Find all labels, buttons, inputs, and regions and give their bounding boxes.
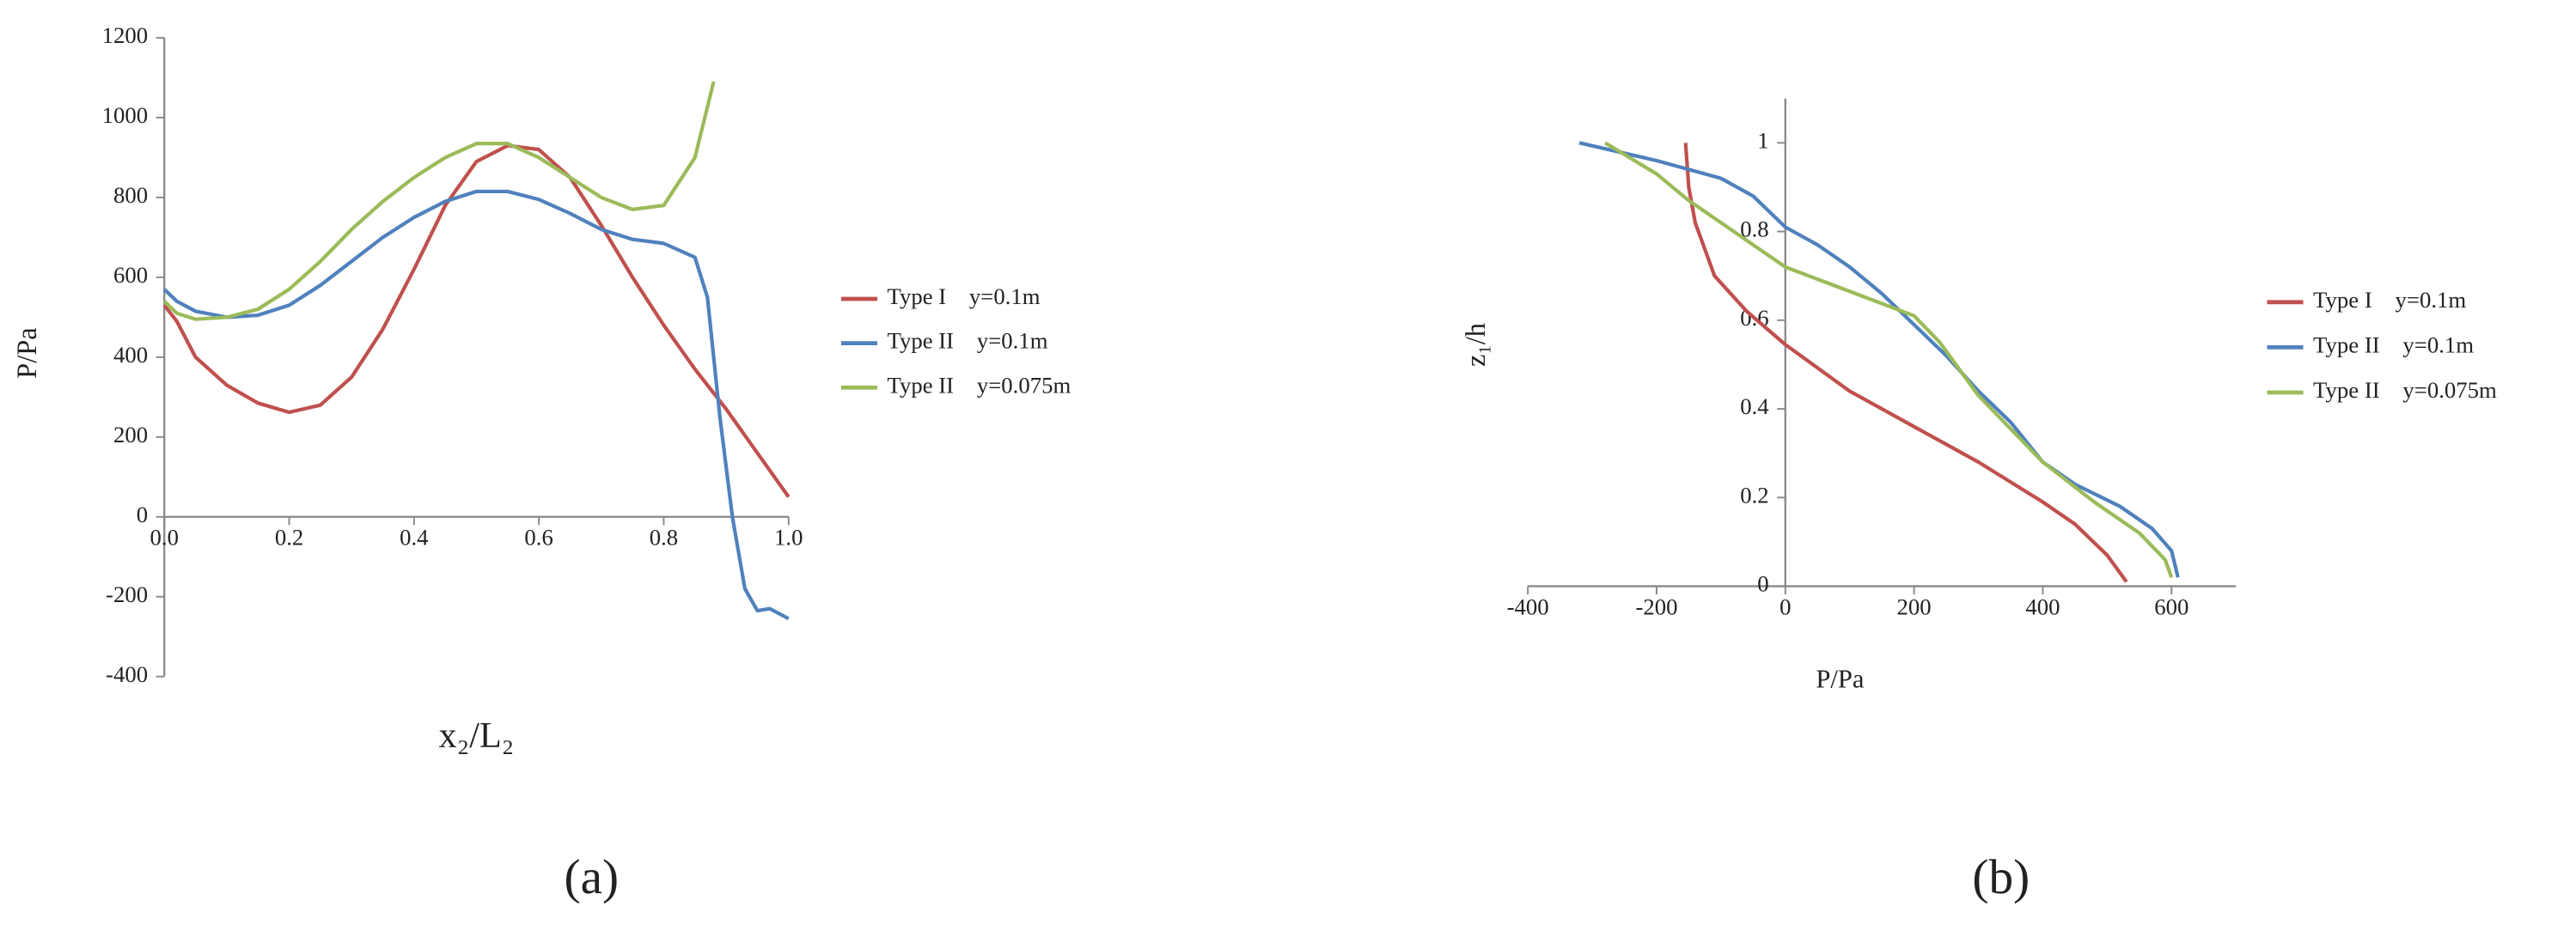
series-line	[162, 189, 790, 621]
legend-label: Type I y=0.1m	[2313, 287, 2466, 313]
y-tick-label: 1000	[102, 102, 149, 128]
legend-label: Type II y=0.075m	[887, 372, 1071, 398]
panel-label: (a)	[565, 850, 620, 904]
y-tick-label: 0.4	[1740, 393, 1768, 419]
x-tick-label: 200	[1897, 593, 1932, 619]
x-tick-label: 1.0	[774, 525, 803, 551]
x-axis-label: x₂/L₂	[439, 716, 515, 756]
legend-label: Type II y=0.075m	[2313, 377, 2497, 403]
y-tick-label: 800	[113, 182, 148, 208]
x-tick-label: 0.6	[524, 525, 552, 551]
y-tick-label: 1	[1757, 127, 1768, 153]
x-tick-label: -400	[1507, 593, 1549, 619]
x-axis-label: P/Pa	[1816, 664, 1865, 693]
y-tick-label: 200	[113, 422, 148, 447]
legend-label: Type II y=0.1m	[887, 328, 1047, 354]
x-tick-label: -200	[1635, 593, 1677, 619]
y-axis-label: z₁/h	[1461, 323, 1492, 367]
y-tick-label: -200	[106, 581, 148, 607]
x-tick-label: 600	[2154, 593, 2188, 619]
legend-label: Type I y=0.1m	[887, 283, 1040, 309]
panel-label: (b)	[1972, 850, 2030, 904]
series-line	[1683, 143, 2128, 583]
x-tick-label: 0	[1779, 593, 1791, 619]
y-tick-label: -400	[106, 661, 148, 687]
series-line	[1578, 141, 2180, 578]
x-tick-label: 0.2	[275, 525, 303, 551]
series-line	[162, 81, 716, 321]
y-tick-label: 0	[137, 502, 148, 527]
x-tick-label: 400	[2025, 593, 2060, 619]
y-tick-label: 0	[1757, 571, 1768, 597]
x-tick-label: 0.4	[400, 525, 428, 551]
y-tick-label: 600	[113, 262, 148, 288]
y-axis-label: P/Pa	[12, 327, 43, 379]
y-tick-label: 1200	[102, 22, 149, 48]
series-line	[1603, 141, 2174, 578]
series-line	[162, 143, 791, 498]
y-tick-label: 400	[113, 342, 148, 368]
x-tick-label: 0.8	[650, 525, 678, 551]
legend-label: Type II y=0.1m	[2313, 332, 2474, 358]
y-tick-label: 0.2	[1740, 482, 1768, 508]
x-tick-label: 0.0	[150, 525, 179, 551]
